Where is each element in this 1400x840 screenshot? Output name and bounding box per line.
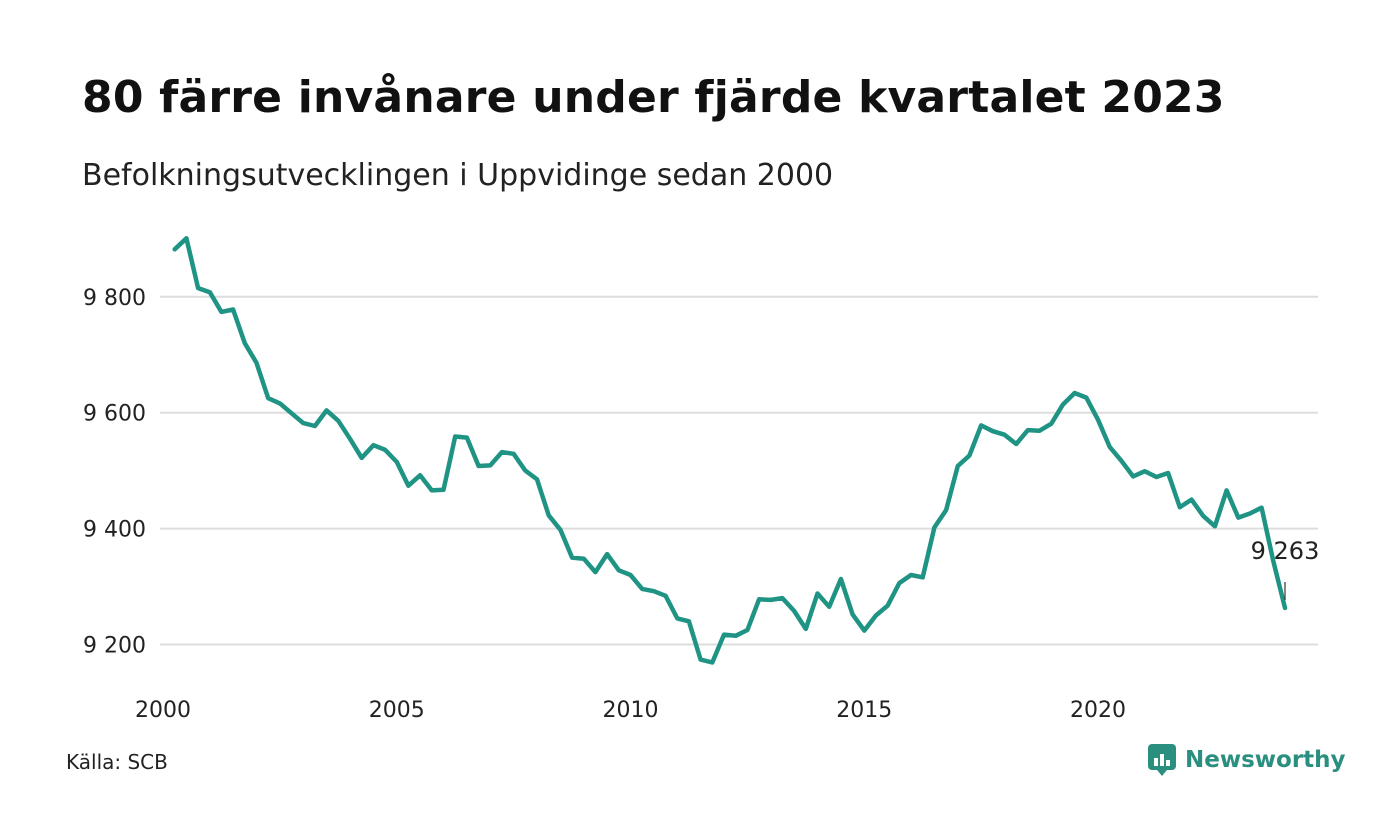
x-axis-labels: 2000 2005 2010 2015 2020 [135,698,1126,723]
chart-title: 80 färre invånare under fjärde kvartalet… [82,72,1225,123]
series-layer [172,236,1288,665]
brand-logo[interactable]: Newsworthy [1147,743,1346,777]
y-tick-label: 9 800 [83,286,146,311]
series-line [172,236,1288,665]
grid-lines [160,295,1318,646]
annotation-layer: 9 263 [1251,537,1320,600]
y-tick-label: 9 400 [83,518,146,543]
source-note: Källa: SCB [66,750,168,774]
x-tick-label: 2000 [135,698,191,723]
x-tick-label: 2020 [1070,698,1126,723]
x-tick-label: 2005 [369,698,425,723]
newsworthy-icon [1148,744,1176,776]
chart-subtitle: Befolkningsutvecklingen i Uppvidinge sed… [82,158,834,193]
x-tick-label: 2010 [603,698,659,723]
brand-name: Newsworthy [1185,747,1346,773]
y-tick-label: 9 200 [83,634,146,659]
y-tick-label: 9 600 [83,402,146,427]
end-value-label: 9 263 [1251,537,1320,565]
x-tick-label: 2015 [836,698,892,723]
y-axis-labels: 9 200 9 400 9 600 9 800 [83,286,146,659]
